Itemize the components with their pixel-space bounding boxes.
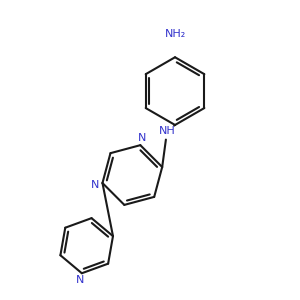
Text: N: N <box>91 180 100 190</box>
Text: NH: NH <box>159 126 176 136</box>
Text: N: N <box>76 275 85 286</box>
Text: N: N <box>138 133 146 143</box>
Text: NH₂: NH₂ <box>164 29 186 39</box>
